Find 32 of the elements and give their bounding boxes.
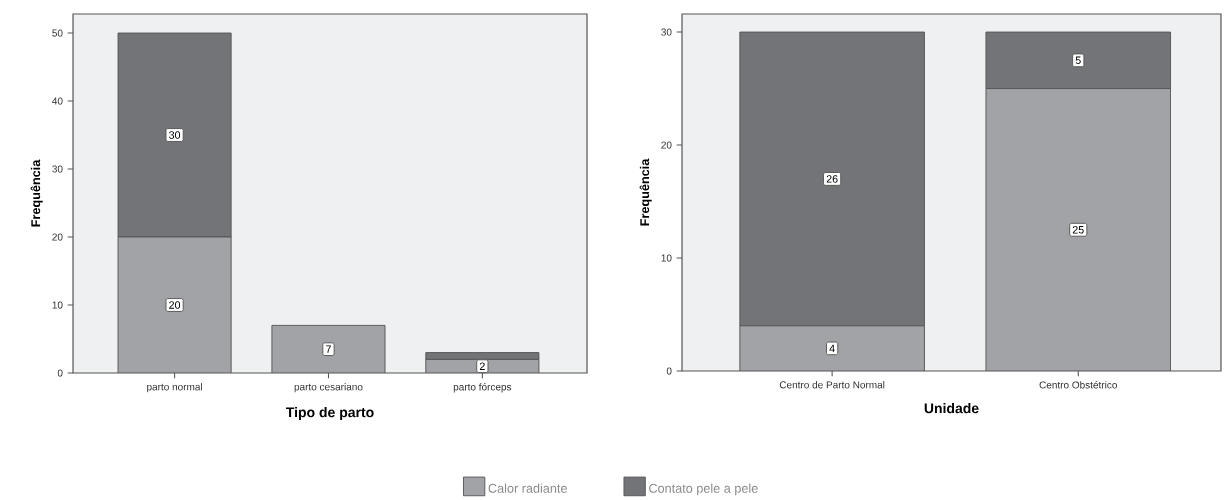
- x-tick-label: Centro de Parto Normal: [779, 381, 885, 389]
- y-axis-title: Frequência: [30, 159, 43, 227]
- y-tick-label: 0: [57, 369, 63, 377]
- data-label: 26: [826, 175, 838, 183]
- data-label: 7: [326, 345, 331, 353]
- data-label: 5: [1075, 56, 1081, 65]
- bar: [739, 325, 925, 371]
- legend-label: Contato pele a pele: [649, 483, 758, 496]
- y-axis-title: Frequência: [639, 158, 652, 226]
- data-label: 2: [479, 362, 485, 370]
- y-tick-label: 30: [661, 28, 672, 36]
- y-tick-label: 20: [52, 233, 63, 241]
- y-tick-label: 10: [52, 301, 63, 309]
- data-label: 30: [169, 131, 181, 139]
- y-tick-label: 20: [661, 141, 672, 149]
- x-axis-title: Tipo de parto: [285, 406, 374, 421]
- y-tick-label: 10: [661, 254, 672, 262]
- x-axis-title: Unidade: [924, 402, 979, 414]
- y-tick-label: 40: [52, 97, 63, 105]
- data-label: 20: [169, 301, 181, 309]
- x-tick-label: Centro Obstétrico: [1039, 381, 1117, 389]
- x-tick-label: parto fórceps: [453, 383, 512, 393]
- bar: [117, 236, 232, 373]
- bar: [271, 324, 386, 373]
- x-tick-label: parto cesariano: [294, 383, 363, 393]
- legend-label: Calor radiante: [488, 483, 567, 493]
- data-label: 25: [1072, 226, 1084, 234]
- x-tick-label: parto normal: [147, 383, 202, 393]
- y-tick-label: 50: [52, 29, 63, 37]
- data-label: 4: [829, 344, 835, 353]
- y-tick-label: 0: [666, 367, 672, 375]
- y-tick-label: 30: [52, 165, 63, 173]
